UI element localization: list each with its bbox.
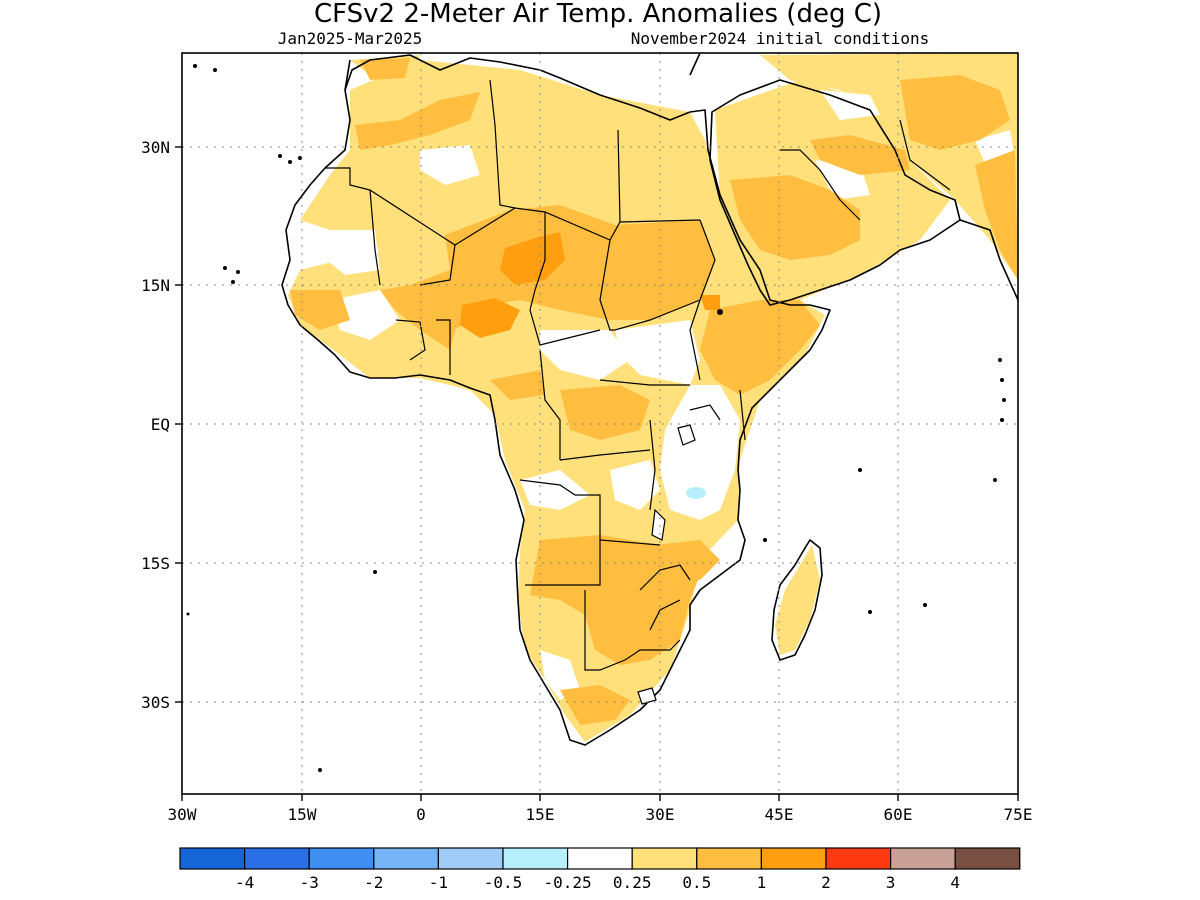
country-borders [325, 79, 951, 671]
x-tick-label: 45E [765, 805, 794, 824]
x-tick-label: 30E [646, 805, 675, 824]
color-bar-swatch [244, 847, 310, 870]
x-tick-label: 15W [288, 805, 317, 824]
y-tick-label: 30N [141, 138, 170, 157]
map-title: CFSv2 2-Meter Air Temp. Anomalies (deg C… [314, 0, 882, 29]
anomaly-strong-fill [460, 232, 720, 338]
graticule [182, 53, 1018, 794]
y-axis-labels: 30N 15N EQ 15S 30S [141, 138, 170, 712]
color-bar-swatch [308, 847, 375, 870]
color-bar-label: -0.5 [484, 873, 523, 892]
islands [186, 64, 1006, 772]
color-bar-swatch [696, 847, 762, 870]
x-tick-label: 75E [1004, 805, 1033, 824]
initial-conditions-label: November2024 initial conditions [631, 29, 930, 48]
color-bar-swatch [825, 847, 892, 870]
color-bar-swatch [437, 847, 504, 870]
color-bar-swatch [889, 847, 956, 870]
color-bar-label: 0.5 [682, 873, 711, 892]
europe-landmass [350, 53, 700, 75]
color-bar-swatch [760, 847, 827, 870]
color-bar-swatch [373, 847, 439, 870]
y-tick-label: 30S [141, 693, 170, 712]
x-tick-label: 0 [416, 805, 426, 824]
x-axis-labels: 30W 15W 0 15E 30E 45E 60E 75E [168, 805, 1033, 824]
color-bar-swatch [502, 847, 569, 870]
lakes [637, 424, 696, 705]
near-zero-areas [320, 90, 1015, 700]
color-bar-label: -3 [300, 873, 319, 892]
color-bar-label: 2 [821, 873, 831, 892]
period-label: Jan2025-Mar2025 [278, 29, 423, 48]
color-bar-swatch [566, 847, 633, 870]
color-bar-label: -1 [429, 873, 448, 892]
x-tick-label: 15E [526, 805, 555, 824]
y-tick-label: EQ [151, 415, 170, 434]
x-tick-label: 60E [884, 805, 913, 824]
color-bar-label: -4 [235, 873, 254, 892]
color-bar-swatch [954, 847, 1021, 870]
y-tick-label: 15N [141, 276, 170, 295]
color-bar-label: -2 [364, 873, 383, 892]
coastlines [281, 53, 1018, 746]
color-bar-label: 1 [757, 873, 767, 892]
color-bar-labels: -4 -3 -2 -1 -0.5 -0.25 0.25 0.5 1 2 3 4 [235, 873, 960, 892]
axis-ticks [175, 146, 1019, 801]
color-bar-label: -0.25 [544, 873, 592, 892]
color-bar-label: 0.25 [613, 873, 652, 892]
color-bar-swatch [179, 847, 246, 870]
color-bar-label: 3 [886, 873, 896, 892]
y-tick-label: 15S [141, 554, 170, 573]
x-tick-label: 30W [168, 805, 197, 824]
map-area [182, 53, 1018, 794]
color-bar-swatch [631, 847, 698, 870]
cool-anomaly-pocket [686, 487, 706, 499]
color-bar-label: 4 [950, 873, 960, 892]
color-bar [179, 847, 1021, 870]
